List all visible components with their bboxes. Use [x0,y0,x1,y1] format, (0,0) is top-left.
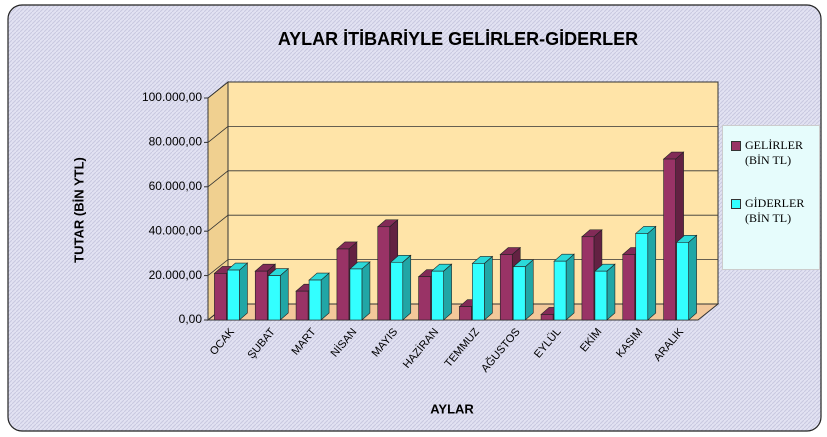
bar-side [443,263,452,321]
bar-front [308,279,322,321]
bar-front [622,254,636,321]
bar-front [499,254,513,321]
bar-side [484,255,493,321]
bar [553,253,575,321]
bar [675,234,698,321]
bar-front [594,270,608,321]
bar [471,255,494,321]
bar-front [254,270,268,321]
chart-title: AYLAR İTİBARİYLE GELİRLER-GİDERLER [278,29,638,49]
bar-side [279,267,289,321]
grid-line [207,170,718,188]
bar-front [676,242,689,321]
bar-front [553,260,567,321]
bar-front [349,268,363,321]
bar [308,272,330,321]
legend-swatch [731,199,741,209]
bar [594,263,616,321]
legend-label: GİDERLER (BİN TL) [745,196,805,225]
bar [389,254,412,321]
x-axis-title: AYLAR [430,401,474,416]
bar-front [390,261,404,321]
bar [267,267,290,321]
bar-front [540,314,554,321]
bar-side [606,263,616,321]
bar-front [512,266,526,321]
legend-item: GİDERLER (BİN TL) [731,196,819,226]
y-tick-label: 0,00 [179,312,203,326]
bar-front [418,276,431,321]
bar-front [295,290,309,321]
bar-front [227,269,240,321]
bar-front [459,306,472,321]
bar-front [472,263,485,321]
bar-side [320,272,330,321]
bar [512,259,535,321]
grid-line [207,126,718,143]
bar-side [524,259,534,321]
grid-line [207,81,718,99]
grid-line [207,259,718,276]
bar-side [647,225,657,321]
y-tick-label: 20.000,00 [149,268,203,282]
bar-front [431,270,444,321]
bar-side [361,261,371,321]
bar-front [267,275,281,321]
y-tick-label: 100.000,00 [142,90,202,104]
y-tick-label: 80.000,00 [149,135,203,149]
legend: GELİRLER (BİN TL) GİDERLER (BİN TL) [722,125,820,270]
bar [634,225,657,321]
y-tick-label: 60.000,00 [149,179,203,193]
grid-line [207,214,718,232]
bar [430,263,453,321]
bar-front [377,226,391,321]
bar [226,262,249,321]
bar-side [402,254,412,321]
bar-front [581,236,595,321]
bar-side [239,262,248,321]
bar [349,261,371,321]
legend-item: GELİRLER (BİN TL) [731,138,819,168]
bar-side [565,253,575,321]
y-axis-title: TUTAR (BİN YTL) [71,157,86,263]
y-tick-label: 40.000,00 [149,223,203,237]
bar-front [336,248,350,321]
legend-swatch [731,141,741,151]
legend-label: GELİRLER (BİN TL) [745,138,803,167]
bar-front [635,233,649,321]
bar-side [688,234,697,321]
bar-front [214,273,227,321]
bar-front [663,158,676,321]
